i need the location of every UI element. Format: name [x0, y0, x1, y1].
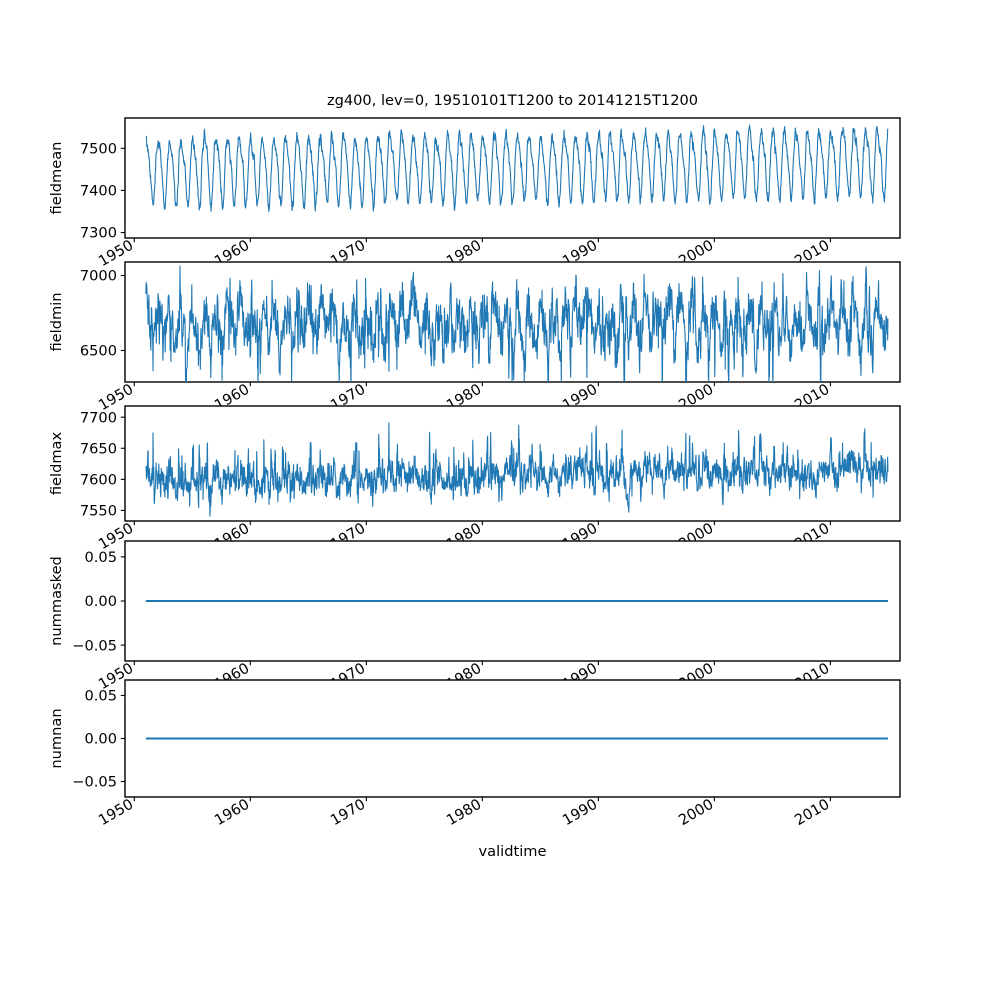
x-tick-label-numnan-4: 1990 [560, 796, 601, 829]
x-tick-label-numnan-3: 1980 [444, 796, 485, 829]
series-line-fieldmin [145, 265, 889, 382]
x-tick-label-numnan-1: 1960 [212, 796, 253, 829]
y-tick-label-numnan-1: 0.00 [85, 731, 118, 748]
y-tick-label-fieldmean-1: 7400 [80, 183, 117, 200]
y-tick-label-fieldmax-1: 7600 [80, 472, 117, 489]
x-tick-label-numnan-2: 1970 [328, 796, 369, 829]
subplot-numnan: −0.05 0.00 0.05 1950 1960 1970 1980 1990 2000 201… [48, 679, 901, 829]
y-tick-label-fieldmean-2: 7500 [80, 141, 117, 158]
y-axis-label-fieldmax: fieldmax [48, 432, 65, 496]
y-tick-label-nummasked-1: 0.00 [85, 593, 118, 610]
y-axis-label-fieldmin: fieldmin [48, 292, 65, 351]
y-tick-label-fieldmin-1: 7000 [80, 268, 117, 285]
y-tick-label-fieldmin-0: 6500 [80, 343, 117, 360]
x-tick-label-numnan-6: 2010 [792, 796, 833, 829]
y-tick-label-nummasked-0: −0.05 [72, 637, 117, 654]
y-axis-label-numnan: numnan [48, 708, 65, 768]
y-axis-label-fieldmean: fieldmean [48, 142, 65, 215]
y-tick-label-nummasked-2: 0.05 [85, 549, 118, 566]
y-tick-label-fieldmean-0: 7300 [80, 225, 117, 242]
y-tick-label-fieldmax-3: 7700 [80, 409, 117, 426]
y-tick-label-fieldmax-0: 7550 [80, 503, 117, 520]
y-tick-label-fieldmax-2: 7650 [80, 440, 117, 457]
series-line-fieldmax [145, 422, 889, 517]
x-tick-label-numnan-0: 1950 [96, 796, 137, 829]
y-tick-label-numnan-0: −0.05 [72, 774, 117, 791]
x-axis-label: validtime [478, 843, 547, 860]
series-line-fieldmean [145, 124, 889, 213]
x-tick-label-numnan-5: 2000 [676, 796, 717, 829]
axes-frame-fieldmean [124, 117, 901, 239]
y-tick-label-numnan-2: 0.05 [85, 688, 118, 705]
y-axis-label-nummasked: nummasked [48, 556, 65, 646]
figure-title: zg400, lev=0, 19510101T1200 to 20141215T… [326, 92, 699, 109]
